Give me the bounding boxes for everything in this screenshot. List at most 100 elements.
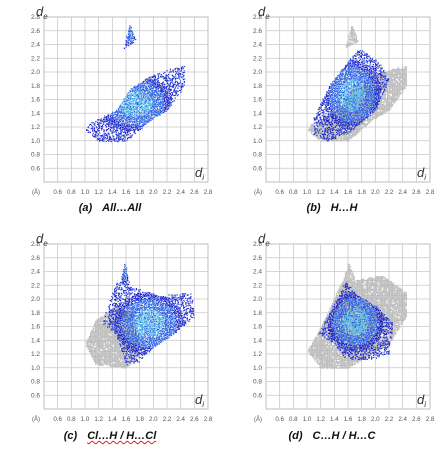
caption-letter: (b) <box>306 202 321 214</box>
y-tick-label: 1.4 <box>253 110 262 117</box>
y-tick-label: 1.0 <box>253 365 262 372</box>
x-tick-labels: (Å) 0.6 0.8 1.0 1.2 1.4 1.6 1.8 2.0 2.2 2.4 2.6 2.8 <box>254 189 435 196</box>
unit-label: (Å) <box>254 189 262 196</box>
x-tick-label: 1.4 <box>330 189 339 196</box>
y-tick-labels: 0.6 0.8 1.0 1.2 1.4 1.6 1.8 2.0 2.2 2.4 2.6 2.8 <box>253 241 262 399</box>
x-tick-label: 1.2 <box>94 189 103 196</box>
y-tick-label: 2.4 <box>253 42 262 49</box>
y-tick-label: 1.6 <box>253 324 262 331</box>
caption-a: (a) All…All <box>0 202 220 214</box>
y-tick-label: 1.0 <box>31 138 40 145</box>
x-tick-label: 2.2 <box>163 189 172 196</box>
y-tick-label: 0.6 <box>253 392 262 399</box>
x-tick-label: 0.6 <box>53 189 62 196</box>
gridlines <box>44 17 208 182</box>
unit-label: (Å) <box>32 416 40 423</box>
x-tick-label: 0.6 <box>275 189 284 196</box>
x-tick-label: 0.6 <box>53 416 62 423</box>
x-tick-label: 0.8 <box>67 416 76 423</box>
x-tick-label: 1.4 <box>330 416 339 423</box>
y-tick-label: 1.2 <box>253 124 262 131</box>
x-tick-label: 0.6 <box>275 416 284 423</box>
y-tick-label: 1.6 <box>31 324 40 331</box>
x-tick-label: 1.8 <box>135 189 144 196</box>
y-tick-label: 2.4 <box>31 269 40 276</box>
x-tick-label: 0.8 <box>67 189 76 196</box>
caption-c: (c) Cl…H / H…Cl <box>0 430 220 442</box>
y-tick-label: 2.2 <box>31 55 40 62</box>
x-tick-label: 1.0 <box>303 189 312 196</box>
highlight-fingerprint-dots <box>103 263 195 366</box>
x-tick-label: 2.0 <box>371 189 380 196</box>
x-tick-label: 0.8 <box>289 189 298 196</box>
ylabel: de <box>36 4 48 21</box>
x-tick-label: 0.8 <box>289 416 298 423</box>
fingerprint-chart: 0.6 0.8 1.0 1.2 1.4 1.6 1.8 2.0 2.2 2.4 2.6 2.8 (Å) 0… <box>31 231 213 423</box>
y-tick-label: 0.8 <box>253 152 262 159</box>
y-tick-labels: 0.6 0.8 1.0 1.2 1.4 1.6 1.8 2.0 2.2 2.4 2.6 2.8 <box>31 241 40 399</box>
x-tick-label: 2.6 <box>190 189 199 196</box>
x-tick-label: 1.0 <box>303 416 312 423</box>
xlabel: di <box>195 165 204 182</box>
unit-label: (Å) <box>254 416 262 423</box>
y-tick-label: 2.0 <box>31 69 40 76</box>
highlight-fingerprint-dots <box>86 25 186 143</box>
x-tick-label: 2.8 <box>204 416 213 423</box>
x-tick-label: 2.8 <box>426 416 435 423</box>
x-tick-label: 1.8 <box>357 416 366 423</box>
x-tick-label: 2.4 <box>176 416 185 423</box>
fingerprint-chart: 0.6 0.8 1.0 1.2 1.4 1.6 1.8 2.0 2.2 2.4 2.6 2.8 (Å) 0… <box>31 4 213 196</box>
x-tick-label: 2.8 <box>426 189 435 196</box>
y-tick-label: 2.0 <box>253 296 262 303</box>
caption-text: All…All <box>102 202 142 214</box>
x-tick-label: 2.0 <box>149 416 158 423</box>
x-tick-labels: (Å) 0.6 0.8 1.0 1.2 1.4 1.6 1.8 2.0 2.2 2.4 2.6 2.8 <box>254 416 435 423</box>
x-tick-label: 1.8 <box>357 189 366 196</box>
x-tick-label: 2.0 <box>149 189 158 196</box>
y-tick-label: 2.6 <box>31 28 40 35</box>
x-tick-label: 1.2 <box>316 416 325 423</box>
caption-d: (d) C…H / H…C <box>222 430 441 442</box>
highlight-fingerprint-dots <box>318 282 393 361</box>
x-tick-label: 2.0 <box>371 416 380 423</box>
fingerprint-panel-a: 0.6 0.8 1.0 1.2 1.4 1.6 1.8 2.0 2.2 2.4 2.6 2.8 (Å) 0… <box>0 0 218 198</box>
fingerprint-chart: 0.6 0.8 1.0 1.2 1.4 1.6 1.8 2.0 2.2 2.4 2.6 2.8 (Å) 0… <box>253 4 435 196</box>
fingerprint-panel-d: 0.6 0.8 1.0 1.2 1.4 1.6 1.8 2.0 2.2 2.4 2.6 2.8 (Å) 0… <box>222 227 440 425</box>
xlabel: di <box>417 165 426 182</box>
x-tick-label: 1.6 <box>122 416 131 423</box>
fingerprint-panel-b: 0.6 0.8 1.0 1.2 1.4 1.6 1.8 2.0 2.2 2.4 2.6 2.8 (Å) 0… <box>222 0 440 198</box>
x-tick-label: 2.6 <box>412 416 421 423</box>
x-tick-label: 1.2 <box>94 416 103 423</box>
x-tick-label: 1.8 <box>135 416 144 423</box>
x-tick-label: 1.6 <box>122 189 131 196</box>
ylabel: de <box>258 231 270 248</box>
x-tick-label: 2.2 <box>385 189 394 196</box>
highlight-fingerprint-dots <box>313 50 390 142</box>
y-tick-label: 0.8 <box>31 152 40 159</box>
x-tick-label: 1.4 <box>108 189 117 196</box>
x-tick-label: 2.4 <box>176 189 185 196</box>
caption-b: (b) H…H <box>222 202 441 214</box>
xlabel: di <box>417 392 426 409</box>
y-tick-label: 2.0 <box>31 296 40 303</box>
x-tick-label: 1.2 <box>316 189 325 196</box>
y-tick-label: 2.8 <box>253 14 262 21</box>
x-tick-label: 2.6 <box>190 416 199 423</box>
caption-letter: (c) <box>63 430 78 442</box>
y-tick-label: 1.6 <box>253 97 262 104</box>
caption-text: C…H / H…C <box>312 430 376 442</box>
y-tick-label: 1.4 <box>31 110 40 117</box>
ylabel: de <box>258 4 270 21</box>
y-tick-label: 1.4 <box>253 337 262 344</box>
x-tick-label: 1.4 <box>108 416 117 423</box>
y-tick-label: 1.8 <box>31 83 40 90</box>
x-tick-labels: (Å) 0.6 0.8 1.0 1.2 1.4 1.6 1.8 2.0 2.2 2.4 2.6 2.8 <box>32 416 213 423</box>
y-tick-label: 1.8 <box>31 310 40 317</box>
y-tick-label: 2.8 <box>31 241 40 248</box>
fingerprint-panel-c: 0.6 0.8 1.0 1.2 1.4 1.6 1.8 2.0 2.2 2.4 2.6 2.8 (Å) 0… <box>0 227 218 425</box>
y-tick-label: 1.8 <box>253 83 262 90</box>
y-tick-label: 2.0 <box>253 69 262 76</box>
unit-label: (Å) <box>32 189 40 196</box>
y-tick-label: 2.4 <box>253 269 262 276</box>
x-tick-label: 1.0 <box>81 416 90 423</box>
